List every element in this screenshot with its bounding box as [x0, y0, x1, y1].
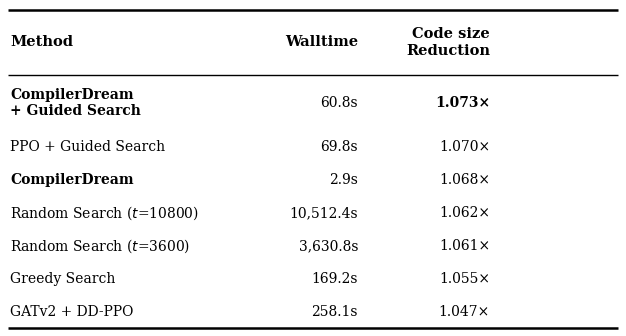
Text: 258.1s: 258.1s	[312, 304, 358, 319]
Text: Greedy Search: Greedy Search	[10, 272, 115, 286]
Text: 10,512.4s: 10,512.4s	[289, 206, 358, 220]
Text: 60.8s: 60.8s	[321, 96, 358, 110]
Text: 1.061×: 1.061×	[439, 239, 490, 253]
Text: 1.047×: 1.047×	[439, 304, 490, 319]
Text: CompilerDream: CompilerDream	[10, 173, 133, 187]
Text: Random Search ($t$=3600): Random Search ($t$=3600)	[10, 237, 190, 255]
Text: Method: Method	[10, 36, 73, 49]
Text: 69.8s: 69.8s	[321, 140, 358, 154]
Text: PPO + Guided Search: PPO + Guided Search	[10, 140, 165, 154]
Text: 1.062×: 1.062×	[439, 206, 490, 220]
Text: 2.9s: 2.9s	[329, 173, 358, 187]
Text: Code size
Reduction: Code size Reduction	[406, 28, 490, 57]
Text: Random Search ($t$=10800): Random Search ($t$=10800)	[10, 204, 199, 222]
Text: 169.2s: 169.2s	[312, 272, 358, 286]
Text: GATv2 + DD-PPO: GATv2 + DD-PPO	[10, 304, 133, 319]
Text: 1.070×: 1.070×	[439, 140, 490, 154]
Text: Walltime: Walltime	[285, 36, 358, 49]
Text: 1.055×: 1.055×	[439, 272, 490, 286]
Text: 1.073×: 1.073×	[435, 96, 490, 110]
Text: 3,630.8s: 3,630.8s	[299, 239, 358, 253]
Text: 1.068×: 1.068×	[439, 173, 490, 187]
Text: CompilerDream
+ Guided Search: CompilerDream + Guided Search	[10, 88, 141, 118]
